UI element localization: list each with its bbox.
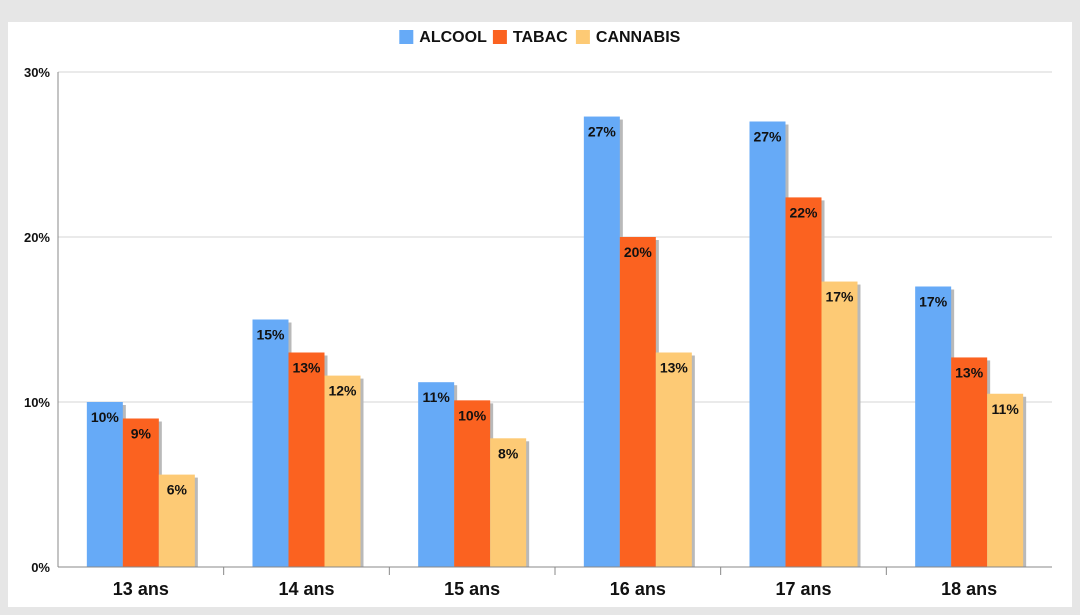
data-label: 6%: [167, 482, 188, 498]
data-label: 27%: [753, 129, 782, 145]
data-label: 27%: [588, 124, 617, 140]
data-label: 13%: [660, 360, 689, 376]
x-tick-label: 13 ans: [113, 579, 169, 599]
gridlines: [58, 71, 1052, 403]
bar-alcool-14-ans: [252, 319, 289, 567]
legend: ALCOOL TABAC CANNABIS: [399, 29, 681, 46]
bar-alcool-16-ans: [583, 116, 620, 568]
bar-cannabis-13-ans: [158, 474, 195, 567]
bar-tabac-16-ans: [619, 237, 656, 567]
legend-swatch-alcool: [399, 30, 414, 44]
data-label: 10%: [458, 407, 487, 423]
legend-label-tabac: TABAC: [513, 29, 568, 46]
bar-alcool-13-ans: [86, 402, 123, 567]
data-label: 9%: [131, 426, 152, 442]
data-label: 17%: [919, 294, 948, 310]
y-axis: 0% 10% 20% 30%: [24, 65, 59, 575]
data-label: 12%: [328, 383, 357, 399]
y-tick-label: 20%: [24, 230, 50, 245]
bar-cannabis-16-ans: [655, 352, 692, 567]
data-label: 11%: [992, 401, 1020, 417]
legend-swatch-tabac: [492, 30, 507, 44]
y-tick-label: 30%: [24, 65, 50, 80]
bar-alcool-18-ans: [915, 286, 952, 567]
data-label: 10%: [91, 409, 120, 425]
bar-cannabis-14-ans: [324, 375, 361, 567]
legend-label-alcool: ALCOOL: [419, 29, 487, 46]
data-label: 11%: [423, 389, 451, 405]
bar-tabac-14-ans: [288, 352, 325, 567]
bar-tabac-15-ans: [454, 400, 491, 567]
x-tick-label: 15 ans: [444, 579, 500, 599]
data-label: 22%: [789, 204, 818, 220]
bar-chart: ALCOOL TABAC CANNABIS 0%10%20%30% 10%9%6%1…: [24, 29, 1052, 599]
bar-cannabis-18-ans: [987, 393, 1024, 567]
data-label: 8%: [498, 445, 519, 461]
x-tick-label: 14 ans: [278, 579, 334, 599]
bar-tabac-17-ans: [785, 197, 822, 567]
chart-container: ALCOOL TABAC CANNABIS 0% 10% 20% 30% 10% 9% 6% 1…: [8, 22, 1072, 607]
data-label: 15%: [256, 327, 285, 343]
data-label: 13%: [292, 360, 321, 376]
legend-label-cannabis: CANNABIS: [596, 29, 681, 46]
x-tick-label: 17 ans: [775, 579, 831, 599]
bar-cannabis-15-ans: [490, 438, 527, 567]
data-label: 13%: [955, 364, 984, 380]
legend-swatch-cannabis: [575, 30, 590, 44]
y-tick-label: 10%: [24, 395, 50, 410]
bar-alcool-17-ans: [749, 121, 786, 567]
data-label: 17%: [825, 289, 854, 305]
x-axis: 13 ans 14 ans 15 ans 16 ans 17 ans 18 ans: [58, 566, 1052, 599]
bar-tabac-18-ans: [951, 357, 988, 567]
bar-alcool-15-ans: [418, 382, 455, 567]
bars: 10% 9% 6% 15% 13% 12% 11% 10% 8% 27% 20% 13% 27% 22% 1…: [86, 116, 1027, 568]
x-tick-label: 16 ans: [610, 579, 666, 599]
data-label: 20%: [624, 244, 653, 260]
y-tick-label: 0%: [31, 560, 50, 575]
bar-cannabis-17-ans: [821, 281, 858, 567]
x-tick-label: 18 ans: [941, 579, 997, 599]
bar-tabac-13-ans: [122, 418, 159, 567]
